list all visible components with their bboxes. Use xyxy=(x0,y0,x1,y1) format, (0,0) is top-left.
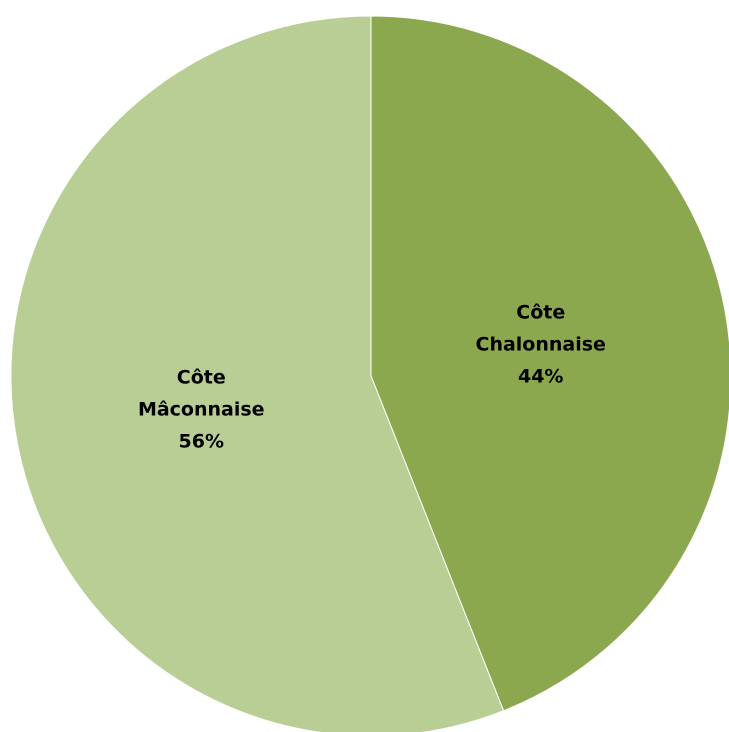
slice-label-1: Côte Chalonnaise 44% xyxy=(476,302,606,388)
pie-slice-1 xyxy=(370,15,729,712)
slice-name-label: Mâconnaise xyxy=(138,398,265,420)
slice-percent-label: 56% xyxy=(179,430,224,452)
slice-name-label: Chalonnaise xyxy=(476,334,606,356)
slice-name-label: Côte xyxy=(516,302,565,324)
slice-label-2: Côte Mâconnaise 56% xyxy=(138,366,265,452)
labels-layer: Côte Chalonnaise 44% Côte Mâconnaise 56% xyxy=(138,302,606,453)
slice-name-label: Côte xyxy=(177,366,226,388)
slice-percent-label: 44% xyxy=(518,366,563,388)
slices-layer xyxy=(10,15,729,732)
